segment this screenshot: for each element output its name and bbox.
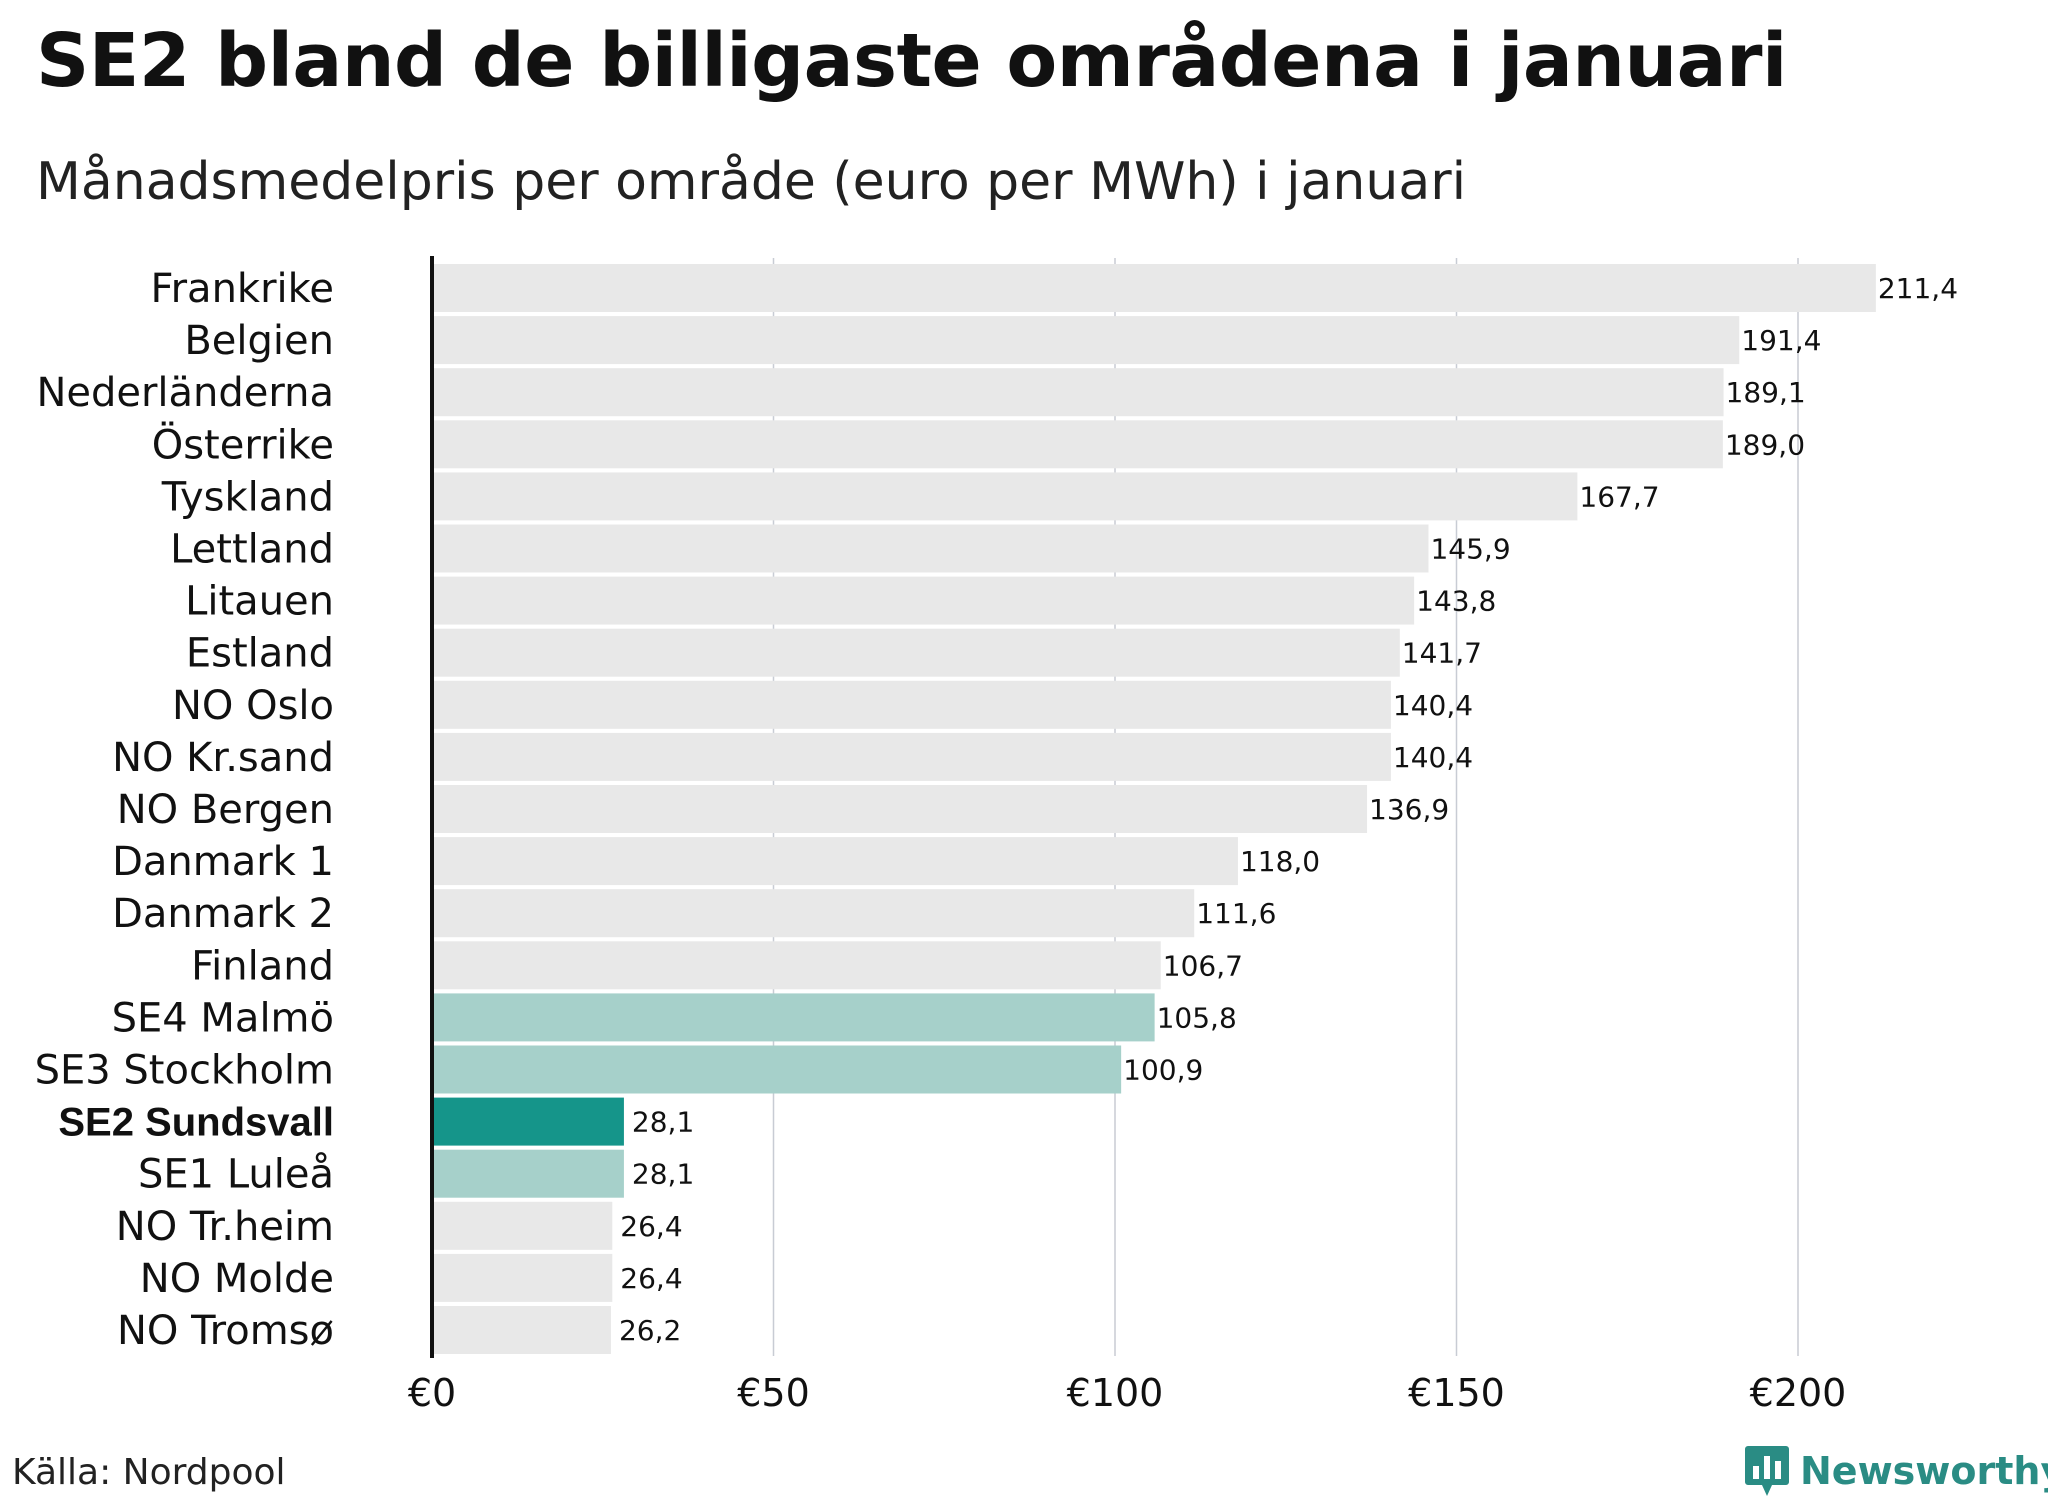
x-tick-label: €0	[408, 1371, 456, 1415]
bar-value-label: 28,1	[632, 1106, 694, 1139]
category-label: SE3 Stockholm	[35, 1048, 334, 1094]
source-note: Källa: Nordpool	[12, 1452, 286, 1493]
category-label: NO Tromsø	[117, 1308, 334, 1354]
category-label: NO Tr.heim	[116, 1204, 334, 1250]
category-label: NO Oslo	[172, 683, 334, 729]
x-tick-label: €200	[1750, 1371, 1847, 1415]
bar-value-label: 140,4	[1393, 689, 1473, 722]
bar-value-label: 211,4	[1878, 272, 1958, 305]
bar-value-label: 26,4	[620, 1210, 682, 1243]
category-label: Österrike	[152, 420, 334, 468]
brand-name: Newsworthy	[1800, 1449, 2048, 1493]
bar	[432, 368, 1724, 417]
category-label: NO Kr.sand	[112, 735, 334, 781]
bar-value-label: 100,9	[1123, 1054, 1203, 1087]
bar	[432, 941, 1161, 990]
bar	[432, 628, 1400, 677]
bar	[432, 1201, 613, 1250]
bar	[432, 889, 1195, 938]
category-label: Danmark 1	[112, 839, 334, 885]
category-label: Danmark 2	[112, 891, 334, 937]
bar	[432, 993, 1155, 1042]
bar	[432, 1045, 1122, 1094]
bar	[432, 680, 1391, 729]
x-tick-label: €50	[737, 1371, 810, 1415]
bar-value-label: 111,6	[1196, 897, 1276, 930]
chart-subtitle: Månadsmedelpris per område (euro per MWh…	[36, 152, 1467, 212]
category-label: Nederländerna	[36, 370, 334, 416]
bar	[432, 1253, 613, 1302]
bar	[432, 472, 1578, 521]
bar-value-label: 167,7	[1579, 480, 1659, 513]
bar	[432, 420, 1723, 469]
bar-value-label: 26,4	[620, 1262, 682, 1295]
category-label: Lettland	[170, 527, 334, 573]
bar	[432, 1306, 611, 1354]
bar-value-label: 106,7	[1163, 949, 1243, 982]
bar-value-label: 143,8	[1416, 585, 1496, 618]
bar	[432, 264, 1876, 312]
category-label: Finland	[191, 943, 334, 989]
bar-value-label: 140,4	[1393, 741, 1473, 774]
category-label: SE4 Malmö	[112, 995, 334, 1041]
bar-value-label: 189,0	[1725, 428, 1805, 461]
bar-value-label: 141,7	[1402, 637, 1482, 670]
bar	[432, 1097, 624, 1146]
bar-chart: €0 €50 €100 €150 €200 211,4 Frankrike 191,4 Belg…	[35, 256, 1958, 1415]
bar-value-label: 118,0	[1240, 845, 1320, 878]
bar	[432, 524, 1429, 573]
category-label: SE1 Luleå	[138, 1152, 334, 1198]
category-label: Tyskland	[161, 474, 334, 520]
category-label: Frankrike	[151, 266, 334, 312]
category-label: SE2 Sundsvall	[58, 1101, 334, 1145]
chart-title: SE2 bland de billigaste områdena i janua…	[36, 18, 1787, 104]
x-tick-label: €150	[1408, 1371, 1505, 1415]
bar-value-label: 145,9	[1430, 533, 1510, 566]
bar-value-label: 26,2	[619, 1314, 681, 1347]
bar	[432, 1149, 624, 1198]
bar	[432, 316, 1740, 365]
category-label: NO Molde	[140, 1256, 334, 1302]
bar	[432, 732, 1391, 781]
bar-value-label: 28,1	[632, 1158, 694, 1191]
category-label: Litauen	[185, 579, 334, 625]
newsworthy-logo-icon	[1745, 1446, 1789, 1496]
category-label: NO Bergen	[117, 787, 334, 833]
category-label: Belgien	[184, 318, 334, 364]
bar-value-label: 136,9	[1369, 793, 1449, 826]
bar	[432, 576, 1415, 625]
bar-value-label: 189,1	[1726, 376, 1806, 409]
bar-value-label: 105,8	[1157, 1001, 1237, 1034]
newsworthy-logo: Newsworthy	[1744, 1444, 2048, 1498]
bar	[432, 837, 1238, 886]
bar	[432, 785, 1368, 833]
bar-value-label: 191,4	[1741, 324, 1821, 357]
x-tick-label: €100	[1067, 1371, 1164, 1415]
category-label: Estland	[186, 631, 334, 677]
